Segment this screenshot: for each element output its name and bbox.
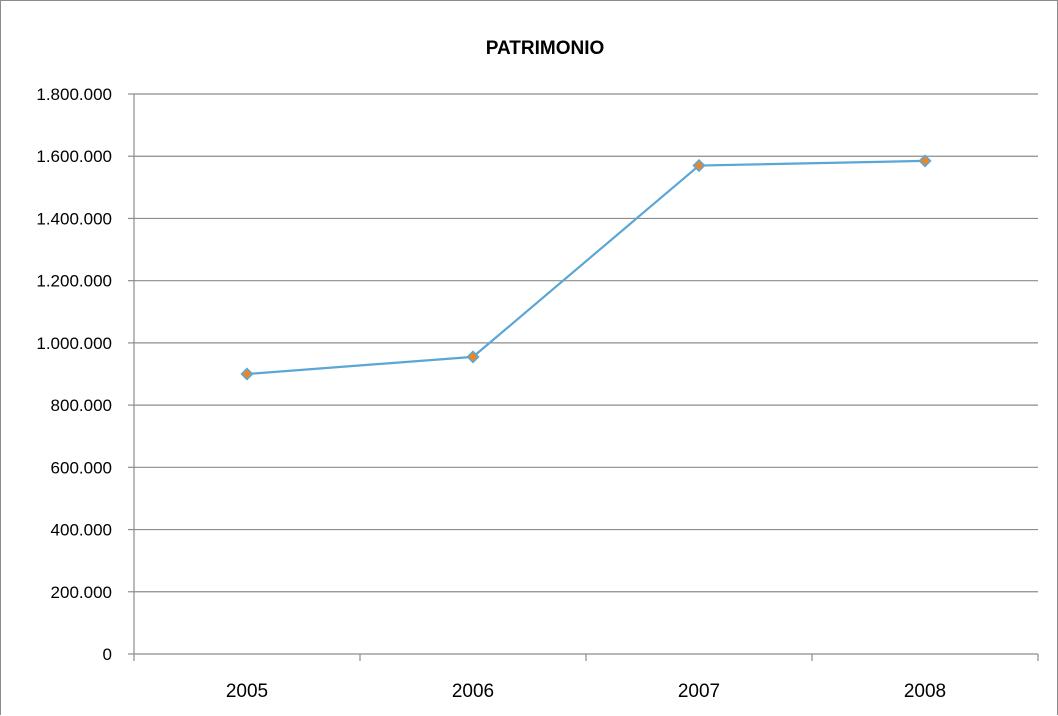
axes [128, 93, 1039, 661]
y-tick-label: 1.200.000 [36, 272, 112, 291]
data-point-2008 [918, 154, 932, 168]
data-point-2005 [240, 367, 254, 381]
y-tick-label: 1.800.000 [36, 85, 112, 104]
x-tick-label: 2005 [226, 681, 268, 702]
series-line [246, 159, 926, 376]
y-tick-label: 400.000 [51, 521, 112, 540]
data-point-2006 [466, 350, 480, 364]
y-tick-label: 600.000 [51, 458, 112, 477]
series [240, 154, 932, 381]
y-tick-label: 1.000.000 [36, 334, 112, 353]
y-tick-label: 1.400.000 [36, 209, 112, 228]
y-tick-label: 200.000 [51, 583, 112, 602]
y-tick-label: 800.000 [51, 396, 112, 415]
x-tick-label: 2008 [904, 681, 946, 702]
y-axis-tick-labels: 0 200.000 400.000 600.000 800.000 1.000.000 1.… [36, 85, 112, 664]
data-point-2007 [692, 158, 706, 173]
x-tick-label: 2007 [678, 681, 720, 702]
x-axis-tick-labels: 2005 2006 2007 2008 [226, 681, 946, 702]
chart-title: PATRIMONIO [486, 38, 605, 59]
y-tick-label: 1.600.000 [36, 147, 112, 166]
x-tick-label: 2006 [452, 681, 494, 702]
y-tick-label: 0 [103, 645, 112, 664]
gridlines [134, 93, 1038, 593]
